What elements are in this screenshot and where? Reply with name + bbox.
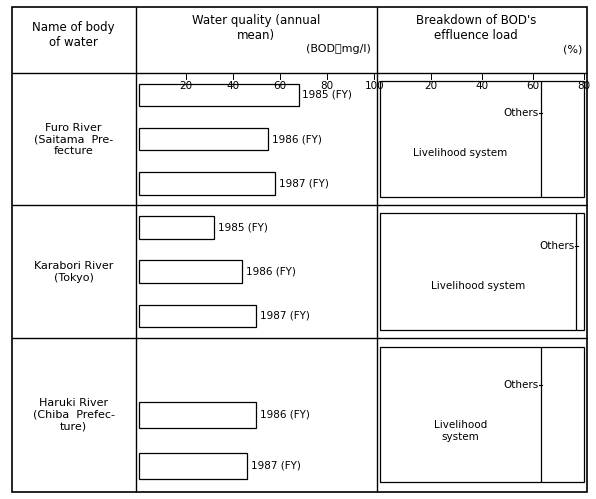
Bar [138, 402, 256, 428]
Text: 1987 (FY): 1987 (FY) [260, 311, 310, 321]
Text: 20: 20 [179, 81, 193, 91]
Bar [380, 214, 584, 330]
Bar [138, 304, 256, 327]
Text: 100: 100 [364, 81, 384, 91]
Bar [138, 453, 247, 479]
Text: 80: 80 [321, 81, 334, 91]
Text: Water quality (annual
mean): Water quality (annual mean) [192, 13, 321, 42]
Text: Haruki River
(Chiba  Prefec-
ture): Haruki River (Chiba Prefec- ture) [33, 398, 115, 431]
Text: Breakdown of BOD's
effluence load: Breakdown of BOD's effluence load [416, 13, 536, 42]
Text: Others: Others [539, 241, 575, 251]
Text: 1987 (FY): 1987 (FY) [250, 461, 300, 471]
Text: 1985 (FY): 1985 (FY) [302, 90, 352, 100]
Text: 1986 (FY): 1986 (FY) [246, 266, 296, 277]
Text: (BOD：mg/l): (BOD：mg/l) [306, 44, 371, 54]
Bar [380, 347, 584, 483]
Text: 60: 60 [274, 81, 287, 91]
Text: Livelihood
system: Livelihood system [434, 420, 487, 442]
Text: 1986 (FY): 1986 (FY) [272, 134, 322, 144]
Text: Livelihood system: Livelihood system [431, 281, 526, 291]
Bar [380, 81, 584, 198]
Text: Livelihood system: Livelihood system [413, 148, 508, 158]
Bar [138, 172, 275, 195]
Text: Others: Others [504, 380, 539, 390]
Text: 60: 60 [526, 81, 539, 91]
Text: 80: 80 [578, 81, 591, 91]
Text: 40: 40 [226, 81, 240, 91]
Text: Others: Others [504, 108, 539, 118]
Text: 1987 (FY): 1987 (FY) [279, 178, 328, 188]
Text: 1985 (FY): 1985 (FY) [218, 223, 268, 233]
Text: Furo River
(Saitama  Pre-
fecture: Furo River (Saitama Pre- fecture [34, 123, 113, 156]
Bar [138, 128, 268, 150]
Bar [138, 216, 214, 239]
Text: 20: 20 [424, 81, 437, 91]
Text: Name of body
of water: Name of body of water [32, 21, 115, 49]
Text: 40: 40 [476, 81, 489, 91]
Bar [138, 260, 242, 283]
Text: (%): (%) [563, 44, 582, 54]
Text: 1986 (FY): 1986 (FY) [260, 410, 310, 420]
Bar [138, 84, 299, 106]
Text: Karabori River
(Tokyo): Karabori River (Tokyo) [34, 261, 113, 282]
